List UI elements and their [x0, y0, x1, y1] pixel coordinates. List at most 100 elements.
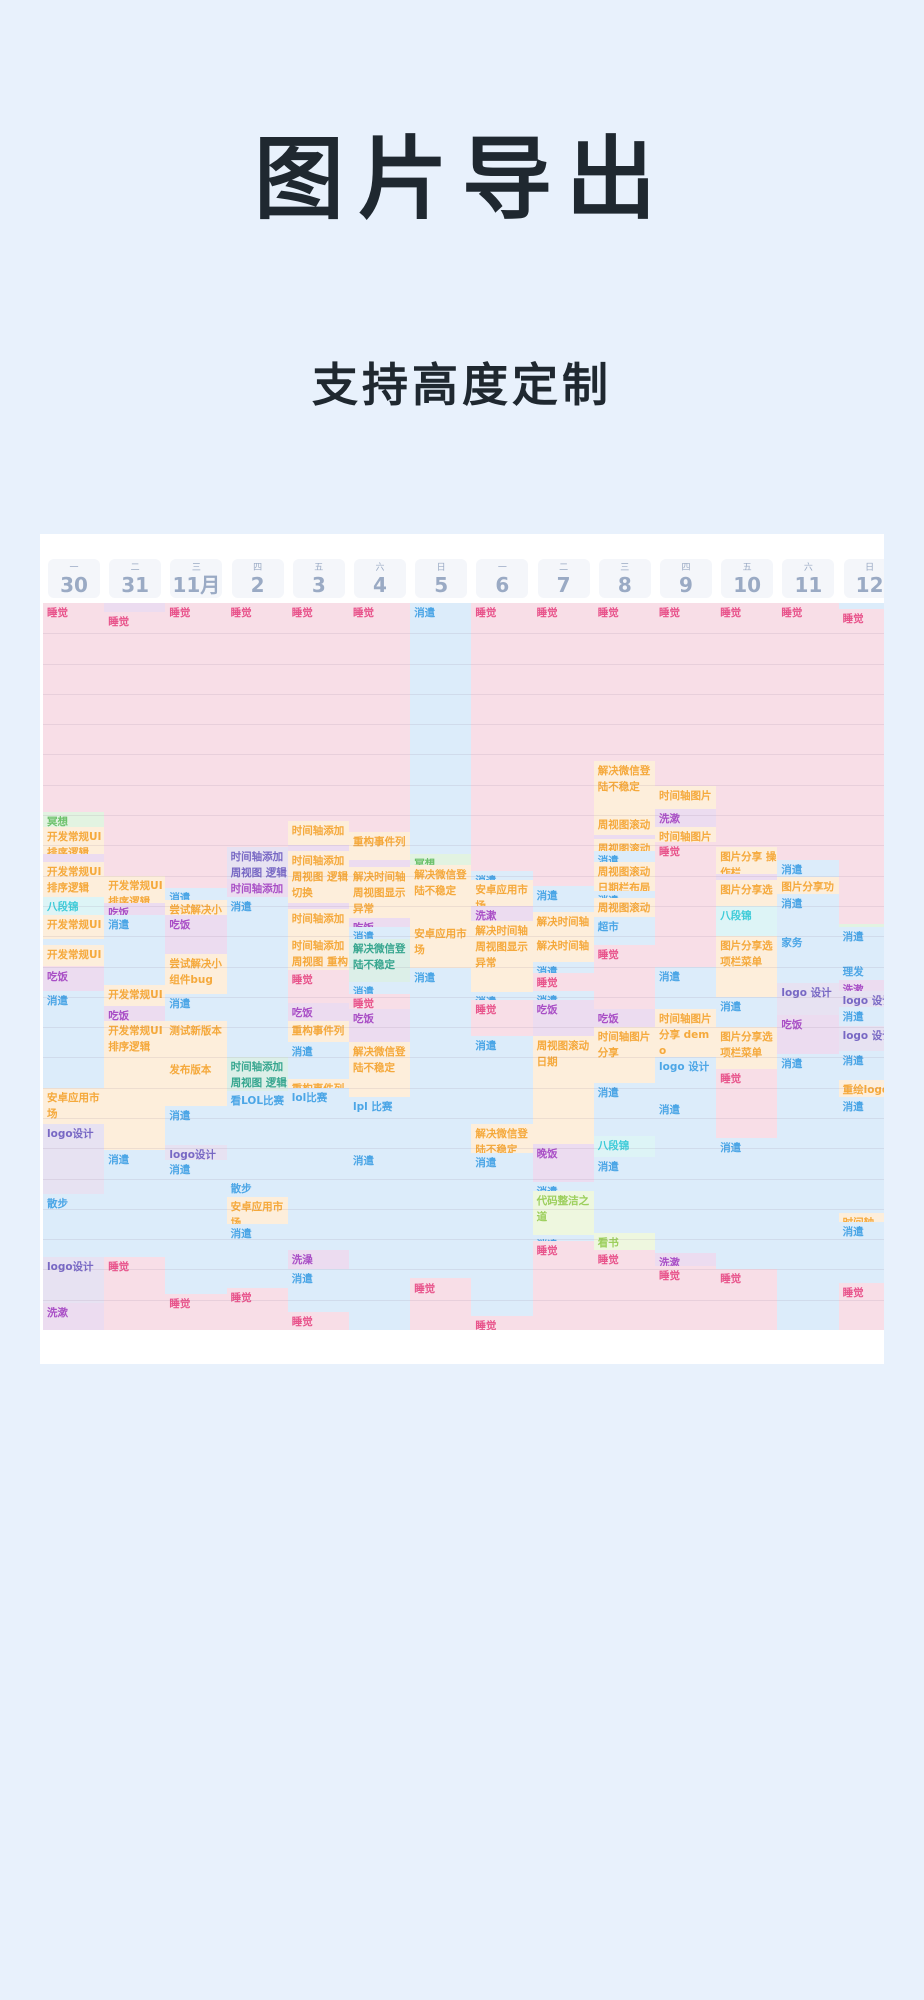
calendar-event[interactable]: 消遣 — [532, 990, 594, 1000]
calendar-event[interactable]: 吃饭 — [349, 918, 411, 928]
calendar-event[interactable]: 消遣 — [287, 1042, 349, 1079]
calendar-event[interactable]: 超市 — [593, 916, 655, 946]
calendar-event[interactable]: 消遣 — [838, 1051, 884, 1081]
calendar-event[interactable]: 冥想 — [43, 812, 105, 828]
calendar-event[interactable]: 睡觉 — [287, 603, 349, 822]
calendar-event[interactable]: 周视图滚动日期 — [532, 1036, 594, 1144]
calendar-event[interactable]: 时间轴添加 — [226, 878, 288, 897]
calendar-event[interactable]: 周视图滚动 — [593, 839, 655, 852]
calendar-event[interactable] — [43, 939, 105, 946]
calendar-event[interactable]: 睡觉 — [287, 1311, 349, 1330]
calendar-event[interactable]: 睡觉 — [532, 1240, 594, 1330]
calendar-event[interactable]: 开发常规UI — [104, 984, 166, 1006]
calendar-event[interactable]: 图片分享选 — [716, 880, 778, 906]
calendar-event[interactable]: 消遣 — [349, 927, 411, 940]
calendar-event[interactable]: 吃饭 — [104, 1005, 166, 1022]
calendar-event[interactable]: 时间轴图片分享 demo — [655, 1008, 717, 1058]
calendar-event[interactable]: 时间轴添加 — [287, 908, 349, 937]
calendar-event[interactable]: 解决微信登陆不稳定 — [349, 939, 411, 982]
calendar-event[interactable]: 理发 — [838, 961, 884, 981]
calendar-event[interactable]: lpl 比赛 — [349, 1096, 411, 1152]
calendar-event[interactable]: 解决时间轴 — [532, 911, 594, 937]
calendar-event[interactable]: 消遣 — [471, 992, 533, 1000]
calendar-event[interactable]: 散步 — [43, 1193, 105, 1258]
calendar-event[interactable]: 吃饭 — [532, 999, 594, 1037]
calendar-event[interactable]: 睡觉 — [287, 969, 349, 1003]
calendar-event[interactable]: 洗澡 — [287, 1249, 349, 1270]
calendar-event[interactable]: 吃饭 — [593, 1008, 655, 1028]
calendar-event[interactable]: 时间轴添加 周视图 逻辑 切换 — [287, 851, 349, 903]
calendar-event[interactable]: 消遣 — [593, 890, 655, 899]
calendar-event[interactable]: 开发常规UI 排序逻辑 — [104, 875, 166, 903]
calendar-event[interactable]: 解决时间轴周视图显示异常 — [471, 921, 533, 993]
calendar-event[interactable]: 睡觉 — [532, 603, 594, 887]
calendar-event[interactable]: 重构事件列 — [349, 831, 411, 861]
calendar-event[interactable]: 睡觉 — [593, 603, 655, 761]
calendar-event[interactable] — [349, 860, 411, 867]
calendar-event[interactable]: 代码整洁之道 — [532, 1190, 594, 1235]
calendar-event[interactable]: 安卓应用市场 — [471, 880, 533, 906]
calendar-event[interactable]: 消遣 — [532, 886, 594, 912]
calendar-event[interactable]: 看书 — [593, 1233, 655, 1250]
calendar-event[interactable]: 吃饭 — [349, 1008, 411, 1043]
calendar-event[interactable]: 解决时间轴周视图显示异常 — [349, 866, 411, 919]
calendar-event[interactable]: 消遣 — [593, 851, 655, 862]
calendar-event[interactable]: 消遣 — [165, 1160, 227, 1294]
calendar-event[interactable]: 消遣 — [777, 1054, 839, 1330]
calendar-event[interactable]: 消遣 — [838, 1096, 884, 1214]
calendar-event[interactable]: 时间轴图片分享 — [593, 1027, 655, 1084]
calendar-event[interactable]: 开发常规UI — [43, 945, 105, 967]
calendar-event[interactable]: 消遣 — [838, 1007, 884, 1026]
calendar-event[interactable]: 晚饭 — [532, 1143, 594, 1182]
calendar-event[interactable]: 睡觉 — [410, 1278, 472, 1330]
calendar-event[interactable]: 消遣 — [349, 1151, 411, 1330]
calendar-event[interactable]: 睡觉 — [716, 603, 778, 847]
calendar-event[interactable]: 吃饭 — [777, 1014, 839, 1055]
calendar-event[interactable]: 睡觉 — [593, 945, 655, 1009]
calendar-event[interactable]: 吃饭 — [104, 902, 166, 915]
calendar-event[interactable]: 消遣 — [777, 860, 839, 878]
calendar-event[interactable]: 消遣 — [226, 1223, 288, 1288]
calendar-event[interactable]: 消遣 — [655, 1099, 717, 1253]
day-header[interactable]: 六 11 — [782, 559, 835, 598]
calendar-event[interactable]: 消遣 — [165, 993, 227, 1021]
calendar-event[interactable]: 周视图滚动 — [593, 815, 655, 835]
calendar-event[interactable]: 洗漱 — [43, 1302, 105, 1330]
calendar-event[interactable]: 消遣 — [410, 968, 472, 1279]
calendar-event[interactable]: 消遣 — [655, 966, 717, 1009]
calendar-event[interactable]: 图片分享选项栏菜单 — [716, 936, 778, 997]
calendar-event[interactable]: lol比赛 — [287, 1087, 349, 1250]
day-header[interactable]: 二 31 — [109, 559, 162, 598]
calendar-event[interactable] — [716, 874, 778, 881]
calendar-event[interactable]: 消遣 — [593, 1083, 655, 1137]
calendar-event[interactable]: 睡觉 — [471, 1316, 533, 1330]
calendar-event[interactable]: 开发常规UI — [43, 915, 105, 940]
calendar-event[interactable]: 消遣 — [471, 1036, 533, 1124]
calendar-event[interactable]: 周视图滚动 — [593, 898, 655, 917]
calendar-event[interactable]: 洗漱 — [471, 905, 533, 922]
calendar-event[interactable]: 消遣 — [471, 1152, 533, 1317]
day-header[interactable]: 日 12 — [843, 559, 884, 598]
calendar-event[interactable]: 洗漱 — [838, 980, 884, 991]
calendar-event[interactable]: 消遣 — [838, 1222, 884, 1284]
calendar-event[interactable]: 消遣 — [532, 1234, 594, 1241]
calendar-event[interactable]: 解决微信登陆不稳定 — [349, 1042, 411, 1097]
calendar-event[interactable]: 消遣 — [104, 915, 166, 985]
calendar-event[interactable]: logo 设计 — [838, 1025, 884, 1052]
calendar-event[interactable]: 睡觉 — [349, 603, 411, 832]
calendar-event[interactable]: logo 设计 — [655, 1057, 717, 1100]
calendar-event[interactable]: 开发常规UI 排序逻辑 — [104, 1021, 166, 1150]
calendar-event[interactable]: 开发常规UI 排序逻辑 — [43, 827, 105, 855]
calendar-event[interactable]: 时间轴 — [838, 1213, 884, 1223]
calendar-event[interactable]: 图片分享 操作栏 — [716, 846, 778, 875]
calendar-event[interactable]: 睡觉 — [104, 612, 166, 876]
calendar-event[interactable]: 消遣 — [287, 1269, 349, 1312]
calendar-event[interactable]: 消遣 — [532, 1181, 594, 1191]
calendar-event[interactable]: 安卓应用市场 — [226, 1196, 288, 1224]
calendar-event[interactable]: 消遣 — [226, 896, 288, 1058]
